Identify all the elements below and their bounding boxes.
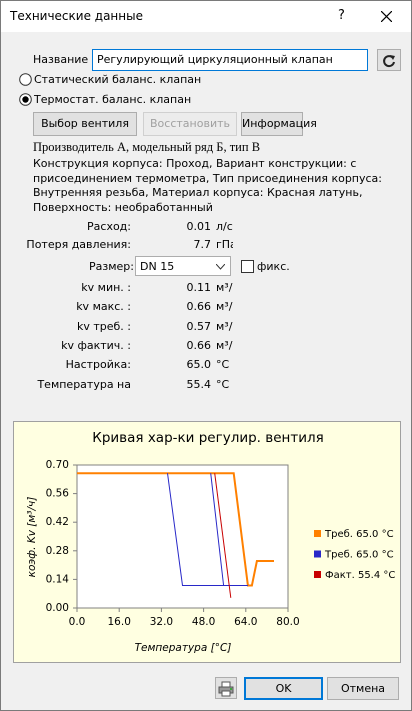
series-line [167, 473, 248, 586]
series-line [77, 472, 274, 587]
ok-button[interactable]: OK [244, 677, 323, 700]
refresh-button[interactable] [377, 49, 401, 71]
radio[interactable] [19, 73, 32, 86]
size-value: DN 15 [140, 260, 175, 273]
button: Восстановить [143, 112, 237, 136]
row-unit: л/с [216, 220, 233, 233]
chart-panel: Кривая хар-ки регулир. вентиля Температу… [13, 421, 401, 663]
y-tick-label: 0.70 [46, 459, 69, 471]
ok-label: OK [275, 682, 292, 695]
window-title: Технические данные [10, 9, 143, 23]
legend-label: Треб. 65.0 °C [324, 550, 394, 561]
row-label: Температура на [37, 377, 131, 391]
legend-label: Факт. 55.4 °C [325, 570, 395, 581]
button-label: Информация [242, 117, 317, 130]
legend-swatch [314, 550, 321, 558]
x-tick-label: 16.0 [108, 616, 131, 628]
row-value: 0.66 [186, 300, 212, 314]
row-label: Настройка: [65, 358, 131, 372]
x-tick-label: 48.0 [192, 616, 215, 628]
title-bar: Технические данные ? [1, 1, 411, 32]
size-dropdown[interactable]: DN 15 [135, 256, 231, 276]
print-icon [218, 681, 234, 697]
cancel-label: Отмена [340, 682, 386, 695]
y-tick-label: 0.28 [46, 545, 69, 557]
plot-area [76, 464, 289, 609]
cancel-button[interactable]: Отмена [327, 677, 399, 700]
row-unit: гПа [216, 238, 233, 251]
row-label: Потеря давления: [26, 238, 131, 251]
manufacturer: Производитель A, модельный ряд Б, тип В [33, 140, 261, 154]
radio[interactable] [19, 93, 32, 106]
row-value: 0.11 [186, 281, 212, 294]
row-value: 55.4 [186, 377, 212, 391]
row-label: kv мин. : [81, 281, 131, 294]
button[interactable]: Информация [241, 112, 317, 136]
print-button[interactable] [215, 677, 237, 699]
x-tick-label: 64.0 [234, 616, 257, 628]
row-label: Расход: [87, 220, 131, 233]
refresh-icon [383, 55, 395, 68]
size-label: Размер: [89, 260, 134, 273]
close-button[interactable] [381, 11, 392, 22]
row-label: kv макс. : [76, 300, 131, 314]
chart-title: Кривая хар-ки регулир. вентиля [92, 430, 323, 446]
description: Конструкция корпуса: Проход, Вариант кон… [33, 157, 383, 214]
row-unit: °C [216, 358, 230, 372]
button-label: Выбор вентиля [41, 117, 129, 130]
radio-dot [22, 96, 29, 103]
help-button[interactable]: ? [338, 8, 345, 23]
row-value: 0.01 [186, 220, 212, 233]
y-tick-label: 0.42 [46, 516, 69, 528]
series-line [214, 473, 232, 598]
option-label: Термостат. баланс. клапан [34, 93, 192, 106]
row-unit: м³/ч [216, 319, 233, 333]
fix-label: фикс. [257, 260, 290, 273]
row-unit: °C [216, 377, 230, 391]
button-label: Восстановить [150, 117, 230, 130]
name-input[interactable]: Регулирующий циркуляционный клапан [92, 49, 368, 71]
y-tick-label: 0.00 [46, 602, 69, 614]
name-label: Название [33, 53, 89, 66]
y-tick-label: 0.14 [46, 573, 70, 585]
row-value: 0.57 [186, 319, 212, 333]
option-label: Статический баланс. клапан [34, 73, 202, 86]
x-tick-label: 80.0 [276, 616, 299, 628]
legend-swatch [314, 571, 321, 578]
row-unit: м³/ч [216, 300, 233, 314]
button[interactable]: Выбор вентиля [33, 112, 137, 136]
x-tick-label: 32.0 [150, 616, 173, 628]
y-tick-label: 0.56 [46, 488, 70, 500]
row-value: 0.66 [186, 338, 212, 352]
radio-ring [19, 73, 32, 86]
row-label: kv фактич. : [61, 338, 131, 352]
y-axis-label: коэф. Kv [м³/ч] [26, 497, 38, 578]
x-tick-label: 0.0 [69, 616, 86, 628]
row-unit: м³/ч [216, 281, 233, 294]
legend-swatch [314, 530, 321, 537]
chart: Кривая хар-ки регулир. вентиля Температу… [26, 430, 395, 654]
legend-label: Треб. 65.0 °C [324, 529, 394, 540]
dropdown-arrow [216, 264, 225, 270]
row-value: 65.0 [186, 358, 212, 372]
name-value: Регулирующий циркуляционный клапан [97, 53, 333, 66]
row-value: 7.7 [193, 238, 212, 251]
fix-checkbox[interactable] [241, 260, 254, 273]
row-unit: м³/ч [216, 338, 233, 352]
x-axis-label: Температура [°C] [135, 642, 232, 654]
row-label: kv треб. : [76, 319, 131, 333]
